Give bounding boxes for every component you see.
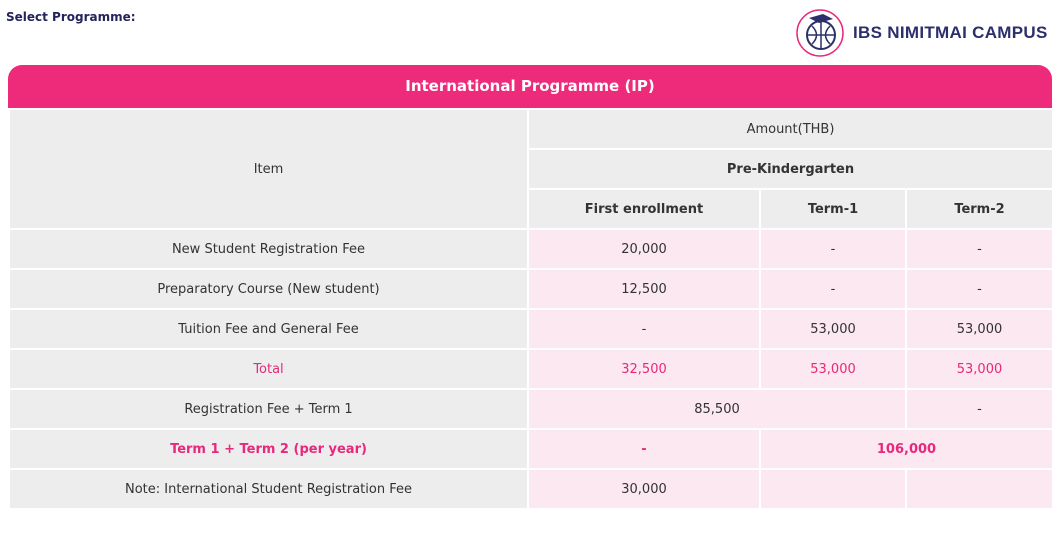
row-item: Tuition Fee and General Fee xyxy=(10,310,527,348)
column-header: First enrollment xyxy=(529,190,759,228)
select-programme-label: Select Programme: xyxy=(6,10,136,24)
cell: 20,000 xyxy=(529,230,759,268)
item-header: Item xyxy=(10,110,527,228)
row-item: Preparatory Course (New student) xyxy=(10,270,527,308)
cell: 106,000 xyxy=(761,430,1052,468)
total-row: Total 32,500 53,000 53,000 xyxy=(10,350,1052,388)
cell xyxy=(761,470,905,508)
row-item: New Student Registration Fee xyxy=(10,230,527,268)
cell: 32,500 xyxy=(529,350,759,388)
table-row: Note: International Student Registration… xyxy=(10,470,1052,508)
cell: 30,000 xyxy=(529,470,759,508)
table-row: Tuition Fee and General Fee -53,000 53,000 xyxy=(10,310,1052,348)
amount-header: Amount(THB) xyxy=(529,110,1052,148)
cell: - xyxy=(529,310,759,348)
cell xyxy=(907,470,1052,508)
level-header: Pre-Kindergarten xyxy=(529,150,1052,188)
row-item: Total xyxy=(10,350,527,388)
cell: - xyxy=(529,430,759,468)
table-row: Preparatory Course (New student) 12,500- - xyxy=(10,270,1052,308)
logo[interactable]: IBS NIMITMAI CAMPUS xyxy=(795,8,1048,58)
cell: 53,000 xyxy=(761,350,905,388)
cell: - xyxy=(907,230,1052,268)
row-item: Registration Fee + Term 1 xyxy=(10,390,527,428)
cell: 12,500 xyxy=(529,270,759,308)
programme-title: International Programme (IP) xyxy=(8,65,1052,108)
cell: - xyxy=(761,230,905,268)
fee-table: Item Amount(THB) Pre-Kindergarten First … xyxy=(8,108,1054,510)
column-header: Term-1 xyxy=(761,190,905,228)
cell: - xyxy=(907,390,1052,428)
column-header: Term-2 xyxy=(907,190,1052,228)
yearly-total-row: Term 1 + Term 2 (per year) -106,000 xyxy=(10,430,1052,468)
cell: - xyxy=(761,270,905,308)
cell: 53,000 xyxy=(907,350,1052,388)
cell: 85,500 xyxy=(529,390,905,428)
table-row: New Student Registration Fee 20,000- - xyxy=(10,230,1052,268)
logo-text: IBS NIMITMAI CAMPUS xyxy=(853,23,1048,42)
row-item: Term 1 + Term 2 (per year) xyxy=(10,430,527,468)
cell: - xyxy=(907,270,1052,308)
cell: 53,000 xyxy=(907,310,1052,348)
row-item: Note: International Student Registration… xyxy=(10,470,527,508)
table-row: Registration Fee + Term 1 85,500- xyxy=(10,390,1052,428)
cell: 53,000 xyxy=(761,310,905,348)
globe-emblem-icon xyxy=(796,9,844,57)
